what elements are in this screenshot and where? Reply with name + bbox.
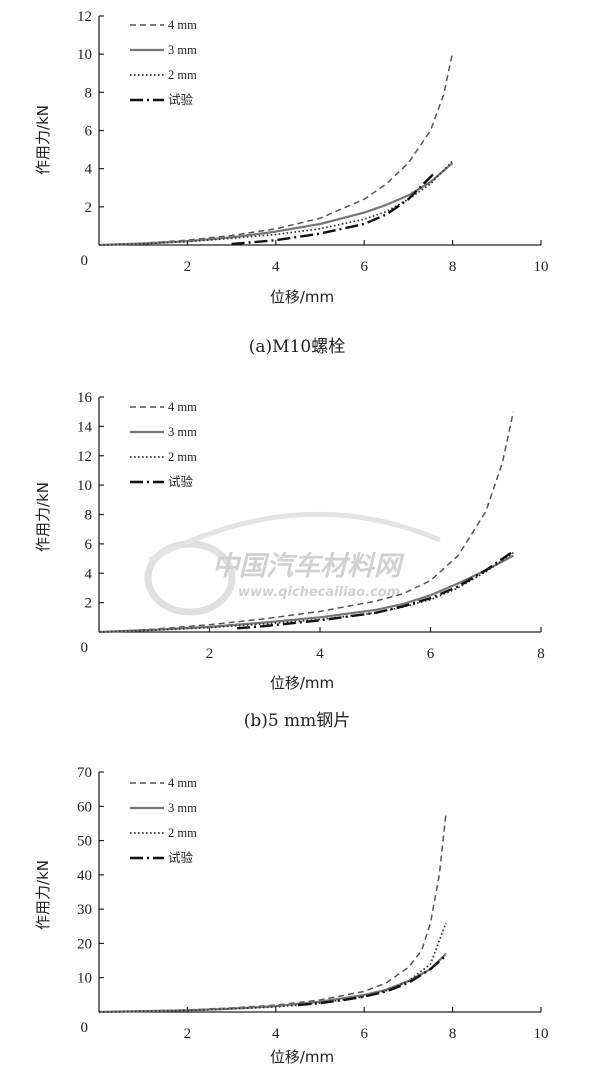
y-tick-label: 4 bbox=[85, 162, 93, 178]
legend-label: 试验 bbox=[168, 474, 194, 489]
y-tick-label: 2 bbox=[85, 200, 93, 216]
x-axis-label: 位移/mm bbox=[270, 1048, 334, 1066]
legend: 4 mm 3 mm 2 mm 试验 bbox=[130, 776, 197, 865]
watermark-logo-swoosh bbox=[148, 511, 441, 563]
y-tick-label: 12 bbox=[77, 9, 92, 25]
x-tick-label: 4 bbox=[272, 1026, 280, 1042]
x-tick-label: 2 bbox=[184, 259, 192, 275]
y-tick-label: 4 bbox=[85, 566, 93, 582]
y-tick-label: 8 bbox=[85, 508, 93, 524]
x-tick-label: 2 bbox=[206, 646, 214, 662]
origin-label: 0 bbox=[81, 640, 89, 656]
series-line-2 bbox=[98, 162, 454, 247]
y-tick-label: 40 bbox=[77, 868, 92, 884]
legend-label: 4 mm bbox=[168, 400, 197, 414]
y-tick-label: 30 bbox=[77, 902, 92, 918]
legend-label: 3 mm bbox=[168, 43, 197, 57]
y-tick-label: 70 bbox=[77, 765, 92, 781]
series-line-4 bbox=[297, 954, 447, 1007]
y-tick-label: 10 bbox=[77, 971, 92, 987]
legend: 4 mm 3 mm 2 mm 试验 bbox=[130, 18, 197, 107]
y-axis-label: 作用力/kN bbox=[34, 860, 52, 930]
x-tick-label: 6 bbox=[360, 259, 368, 275]
series-line-4 bbox=[237, 550, 515, 630]
series-line-3 bbox=[98, 160, 454, 246]
series-line-1 bbox=[98, 52, 454, 246]
x-axis-label: 位移/mm bbox=[270, 674, 334, 692]
x-tick-label: 10 bbox=[534, 259, 549, 275]
x-tick-label: 8 bbox=[537, 646, 545, 662]
legend-label: 3 mm bbox=[168, 425, 197, 439]
legend-label: 2 mm bbox=[168, 68, 197, 82]
x-tick-label: 4 bbox=[272, 259, 280, 275]
watermark: 中国汽车材料网 www.qichecailiao.com bbox=[144, 511, 441, 616]
x-tick-label: 4 bbox=[316, 646, 324, 662]
legend-label: 3 mm bbox=[168, 801, 197, 815]
series-line-4 bbox=[231, 171, 436, 246]
series-line-1 bbox=[98, 813, 447, 1013]
origin-label: 0 bbox=[81, 1020, 89, 1036]
y-tick-label: 16 bbox=[77, 390, 93, 406]
legend-label: 2 mm bbox=[168, 826, 197, 840]
watermark-url: www.qichecailiao.com bbox=[238, 585, 400, 600]
x-tick-label: 6 bbox=[427, 646, 435, 662]
legend-label: 试验 bbox=[168, 92, 194, 107]
y-tick-label: 60 bbox=[77, 799, 92, 815]
watermark-logo-ring bbox=[144, 540, 236, 616]
y-axis-label: 作用力/kN bbox=[34, 105, 52, 175]
series-line-3 bbox=[98, 922, 447, 1013]
y-tick-label: 12 bbox=[77, 449, 92, 465]
legend-label: 试验 bbox=[168, 850, 194, 865]
x-tick-label: 2 bbox=[184, 1026, 192, 1042]
y-tick-label: 10 bbox=[77, 47, 92, 63]
y-tick-label: 6 bbox=[85, 124, 93, 140]
y-tick-label: 2 bbox=[85, 596, 93, 612]
x-tick-label: 6 bbox=[360, 1026, 368, 1042]
chart-panel-3: 10 20 30 40 50 60 70 2 4 6 8 10 0 作用力/kN 位移/mm 4 mm 3 mm… bbox=[34, 765, 549, 1066]
y-tick-label: 8 bbox=[85, 85, 93, 101]
y-tick-label: 20 bbox=[77, 936, 92, 952]
series-line-2 bbox=[98, 952, 447, 1014]
chart-caption: (b)5 mm钢片 bbox=[244, 711, 351, 731]
y-tick-label: 10 bbox=[77, 478, 92, 494]
x-axis-label: 位移/mm bbox=[270, 288, 334, 306]
y-tick-label: 6 bbox=[85, 537, 93, 553]
chart-caption: (a)M10螺栓 bbox=[249, 337, 345, 357]
y-tick-label: 14 bbox=[77, 419, 93, 435]
chart-panel-1: 2 4 6 8 10 12 2 4 6 8 10 0 作用力/kN 位移/mm (a)M10螺栓 4 mm 3 … bbox=[34, 9, 549, 357]
y-axis-label: 作用力/kN bbox=[34, 482, 52, 552]
x-tick-label: 8 bbox=[449, 259, 457, 275]
chart-panel-2: 2 4 6 8 10 12 14 16 2 4 6 8 0 作用力/kN 位移/mm (b)5 mm钢片 4 m… bbox=[34, 390, 545, 731]
x-tick-label: 8 bbox=[449, 1026, 457, 1042]
legend-label: 4 mm bbox=[168, 18, 197, 32]
origin-label: 0 bbox=[81, 253, 89, 269]
legend: 4 mm 3 mm 2 mm 试验 bbox=[130, 400, 197, 489]
series-line-1 bbox=[98, 411, 515, 633]
watermark-brand: 中国汽车材料网 bbox=[212, 551, 405, 582]
y-tick-label: 50 bbox=[77, 834, 92, 850]
x-tick-label: 10 bbox=[534, 1026, 549, 1042]
legend-label: 2 mm bbox=[168, 450, 197, 464]
legend-label: 4 mm bbox=[168, 776, 197, 790]
